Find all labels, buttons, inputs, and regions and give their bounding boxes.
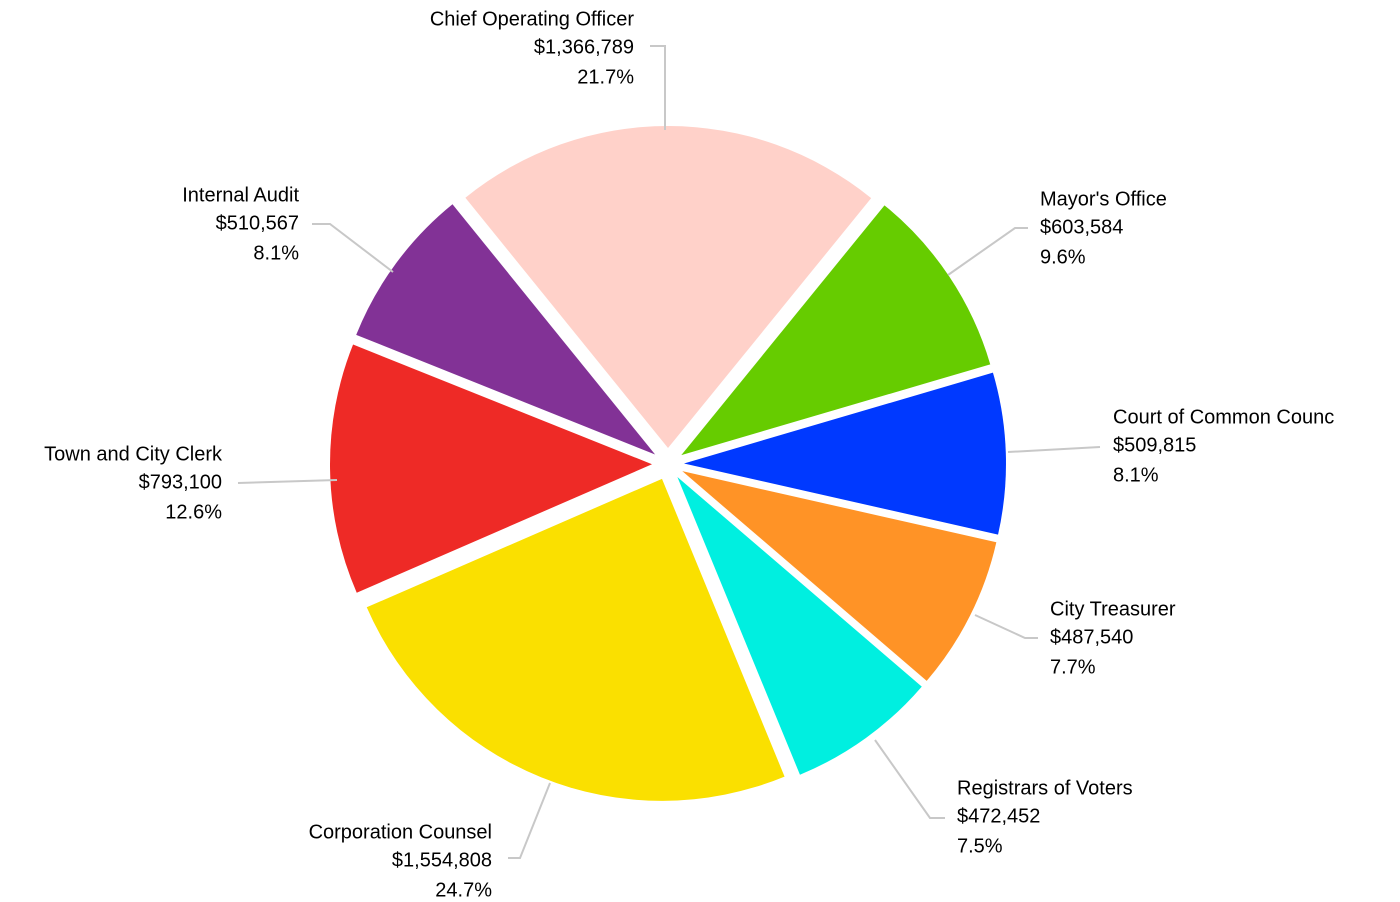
pie-slice bbox=[465, 125, 872, 448]
leader-line bbox=[312, 223, 394, 273]
leader-line bbox=[1007, 446, 1101, 453]
pie-slice bbox=[681, 205, 991, 456]
slice-percent-label: 24.7% bbox=[435, 879, 492, 901]
pie-slice bbox=[356, 204, 656, 455]
pie-slice bbox=[366, 478, 785, 801]
leader-line bbox=[508, 782, 551, 859]
slice-label: Corporation Counsel bbox=[309, 821, 492, 843]
slice-value-label: $603,584 bbox=[1040, 216, 1123, 238]
leader-line bbox=[974, 614, 1038, 639]
slice-label: Mayor's Office bbox=[1040, 188, 1167, 210]
slice-label: Registrars of Voters bbox=[957, 777, 1133, 799]
slice-label: Internal Audit bbox=[182, 184, 299, 206]
leader-line bbox=[650, 45, 666, 130]
pie-slice bbox=[683, 372, 1006, 535]
slice-percent-label: 21.7% bbox=[577, 66, 634, 88]
slice-value-label: $510,567 bbox=[216, 212, 299, 234]
slice-value-label: $1,366,789 bbox=[534, 36, 634, 58]
slice-value-label: $793,100 bbox=[139, 471, 222, 493]
pie-slice bbox=[682, 471, 997, 681]
slice-percent-label: 12.6% bbox=[165, 501, 222, 523]
leader-line bbox=[874, 739, 945, 819]
slice-value-label: $472,452 bbox=[957, 805, 1040, 827]
leader-line bbox=[237, 479, 338, 484]
slice-label: Town and City Clerk bbox=[44, 443, 223, 465]
slice-percent-label: 7.5% bbox=[957, 835, 1003, 857]
slice-percent-label: 7.7% bbox=[1050, 656, 1096, 678]
slice-label: Chief Operating Officer bbox=[430, 8, 635, 30]
slice-label: Court of Common Counc bbox=[1113, 406, 1334, 428]
slice-value-label: $1,554,808 bbox=[392, 849, 492, 871]
pie-slice bbox=[677, 476, 922, 775]
slice-percent-label: 8.1% bbox=[1113, 464, 1159, 486]
slice-value-label: $509,815 bbox=[1113, 434, 1196, 456]
leader-line bbox=[947, 227, 1028, 276]
slice-label: City Treasurer bbox=[1050, 598, 1176, 620]
slice-percent-label: 8.1% bbox=[253, 242, 299, 264]
pie-slice bbox=[330, 344, 653, 593]
slice-value-label: $487,540 bbox=[1050, 626, 1133, 648]
slice-percent-label: 9.6% bbox=[1040, 246, 1086, 268]
